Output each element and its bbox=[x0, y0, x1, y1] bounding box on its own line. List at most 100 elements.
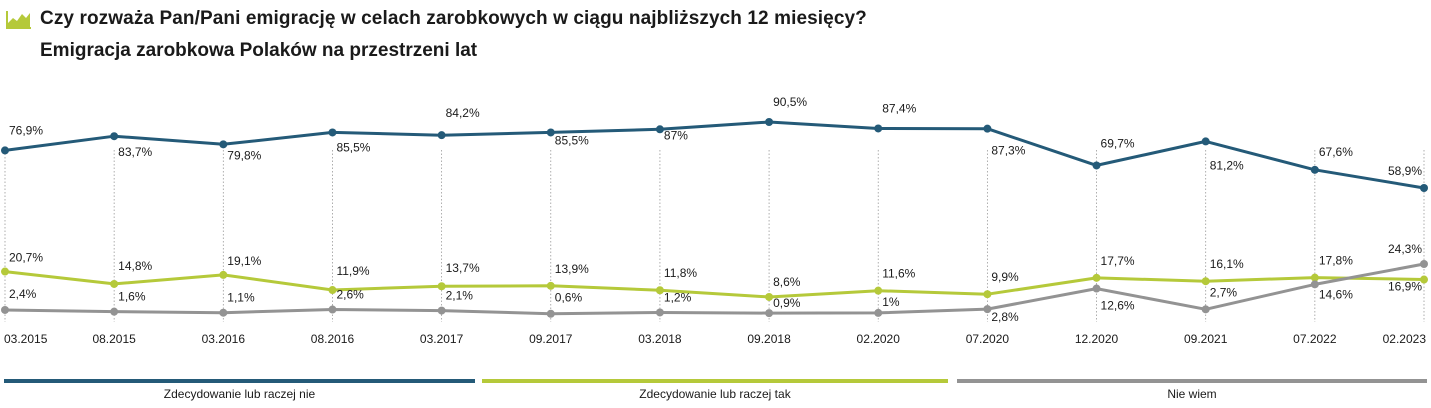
data-labels: 76,9% 83,7% 79,8% 85,5% 84,2% 85,5% 87% 90,5% 87… bbox=[9, 95, 1422, 324]
data-point bbox=[437, 131, 446, 140]
title-row: Czy rozważa Pan/Pani emigrację w celach … bbox=[6, 4, 867, 34]
legend: Zdecydowanie lub raczej nie Zdecydowanie … bbox=[4, 379, 1427, 401]
data-point bbox=[765, 292, 774, 301]
data-label: 8,6% bbox=[773, 275, 801, 289]
legend-label: Nie wiem bbox=[1167, 387, 1216, 401]
data-label: 69,7% bbox=[1101, 136, 1135, 150]
data-point bbox=[1310, 280, 1319, 289]
chart-title: Czy rozważa Pan/Pani emigrację w celach … bbox=[40, 8, 867, 29]
data-label: 85,5% bbox=[336, 140, 370, 154]
data-point bbox=[1, 267, 9, 276]
x-tick-label: 12.2020 bbox=[1075, 332, 1119, 346]
x-tick-label: 03.2018 bbox=[638, 332, 682, 346]
data-point bbox=[874, 308, 883, 317]
data-point bbox=[328, 305, 337, 314]
x-tick-label: 09.2021 bbox=[1184, 332, 1228, 346]
data-label: 17,8% bbox=[1319, 254, 1353, 268]
data-label: 84,2% bbox=[446, 106, 480, 120]
data-label: 9,9% bbox=[991, 270, 1019, 284]
data-point bbox=[546, 281, 555, 290]
data-label: 58,9% bbox=[1388, 164, 1422, 178]
data-point bbox=[437, 282, 446, 291]
data-label: 0,9% bbox=[773, 296, 801, 310]
chart-subtitle: Emigracja zarobkowa Polaków na przestrze… bbox=[40, 40, 478, 61]
data-point bbox=[765, 309, 774, 318]
data-label: 11,9% bbox=[336, 264, 369, 278]
data-label: 13,7% bbox=[446, 261, 480, 275]
data-label: 1,6% bbox=[118, 290, 146, 304]
data-point bbox=[1092, 273, 1101, 282]
data-label: 1% bbox=[882, 295, 900, 309]
x-tick-label: 02.2023 bbox=[1383, 332, 1427, 346]
x-tick-label: 09.2018 bbox=[747, 332, 791, 346]
data-label: 13,9% bbox=[555, 262, 589, 276]
data-point bbox=[328, 128, 337, 137]
data-point bbox=[546, 309, 555, 318]
data-point bbox=[219, 308, 228, 317]
data-label: 0,6% bbox=[555, 291, 583, 305]
data-label: 83,7% bbox=[118, 145, 152, 159]
data-label: 2,6% bbox=[336, 288, 364, 302]
data-point bbox=[655, 125, 664, 134]
data-label: 2,4% bbox=[9, 287, 37, 301]
data-label: 87,3% bbox=[991, 144, 1025, 158]
x-tick-label: 07.2022 bbox=[1293, 332, 1337, 346]
data-label: 67,6% bbox=[1319, 145, 1353, 159]
x-tick-label: 08.2015 bbox=[92, 332, 136, 346]
chart-header: Czy rozważa Pan/Pani emigrację w celach … bbox=[6, 4, 867, 62]
data-point bbox=[219, 270, 228, 279]
data-label: 90,5% bbox=[773, 95, 807, 109]
data-point bbox=[1201, 305, 1210, 314]
x-tick-label: 03.2015 bbox=[4, 332, 48, 346]
x-axis-ticks: 03.2015 08.2015 03.2016 08.2016 03.2017 09.20… bbox=[4, 332, 1426, 346]
data-label: 87% bbox=[664, 128, 688, 142]
data-point bbox=[1092, 161, 1101, 170]
data-point bbox=[110, 279, 119, 288]
data-point bbox=[874, 286, 883, 295]
legend-label: Zdecydowanie lub raczej nie bbox=[164, 387, 316, 401]
gridlines bbox=[4, 150, 1425, 322]
data-label: 14,8% bbox=[118, 259, 152, 273]
data-point bbox=[655, 286, 664, 295]
data-point bbox=[1092, 284, 1101, 293]
data-label: 79,8% bbox=[227, 148, 261, 162]
data-point bbox=[655, 308, 664, 317]
series-points bbox=[1, 118, 1428, 318]
data-label: 17,7% bbox=[1101, 254, 1135, 268]
legend-label: Zdecydowanie lub raczej tak bbox=[639, 387, 791, 401]
x-tick-label: 03.2017 bbox=[420, 332, 464, 346]
x-tick-label: 09.2017 bbox=[529, 332, 573, 346]
data-point bbox=[1420, 260, 1428, 268]
data-label: 1,1% bbox=[227, 291, 255, 305]
data-point bbox=[874, 124, 883, 133]
data-label: 87,4% bbox=[882, 101, 916, 115]
data-point bbox=[1310, 165, 1319, 174]
data-label: 81,2% bbox=[1210, 158, 1244, 172]
data-point bbox=[1310, 273, 1319, 282]
data-label: 2,1% bbox=[446, 289, 474, 303]
series-line-1 bbox=[4, 120, 1425, 190]
data-label: 1,2% bbox=[664, 290, 692, 304]
area-chart-icon bbox=[6, 11, 31, 29]
data-point bbox=[219, 140, 228, 149]
data-point bbox=[1201, 277, 1210, 286]
data-point bbox=[983, 305, 992, 314]
data-label: 16,1% bbox=[1210, 257, 1244, 271]
data-point bbox=[110, 132, 119, 141]
data-point bbox=[110, 307, 119, 316]
data-label: 12,6% bbox=[1101, 299, 1135, 313]
data-point bbox=[1, 305, 9, 314]
series-lines bbox=[4, 120, 1425, 316]
data-label: 14,6% bbox=[1319, 287, 1353, 301]
data-point bbox=[1, 146, 9, 155]
x-tick-label: 07.2020 bbox=[966, 332, 1010, 346]
data-label: 2,7% bbox=[1210, 285, 1238, 299]
data-point bbox=[1201, 137, 1210, 146]
data-label: 11,8% bbox=[664, 266, 697, 280]
data-label: 76,9% bbox=[9, 123, 43, 137]
data-point bbox=[765, 118, 774, 126]
data-label: 2,8% bbox=[991, 310, 1019, 324]
data-label: 20,7% bbox=[9, 251, 43, 265]
x-tick-label: 03.2016 bbox=[202, 332, 246, 346]
